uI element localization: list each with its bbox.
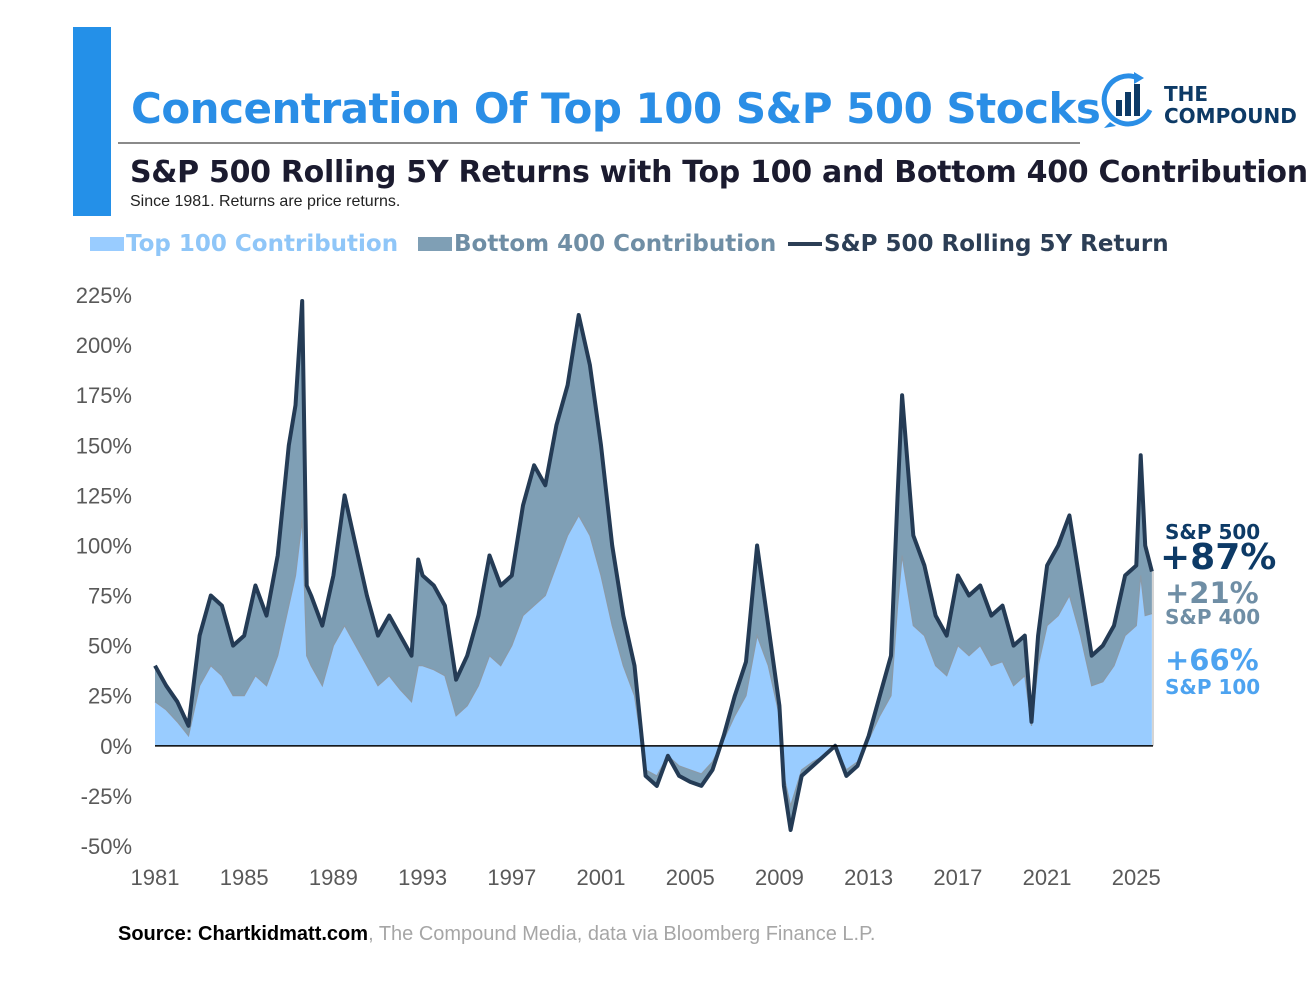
x-tick-label: 2009	[755, 865, 804, 890]
y-tick-label: -50%	[81, 834, 132, 859]
legend-item-bottom400: Bottom 400 Contribution	[418, 231, 776, 257]
title-divider	[118, 142, 1080, 144]
y-tick-label: 200%	[76, 333, 132, 358]
legend-label-top100: Top 100 Contribution	[126, 231, 399, 257]
x-tick-label: 1981	[131, 865, 180, 890]
end-label-sp400-value: +21%	[1165, 576, 1259, 610]
x-tick-label: 2013	[844, 865, 893, 890]
end-label-sp100-name: S&P 100	[1165, 675, 1261, 699]
y-tick-label: -25%	[81, 784, 132, 809]
y-tick-label: 75%	[88, 584, 132, 609]
x-tick-label: 1985	[220, 865, 269, 890]
y-tick-label: 0%	[100, 734, 132, 759]
x-tick-label: 1993	[398, 865, 447, 890]
legend-item-top100: Top 100 Contribution	[90, 231, 398, 257]
legend-label-sp500: S&P 500 Rolling 5Y Return	[824, 231, 1169, 257]
area-top100	[155, 515, 1152, 806]
end-label-sp500-value: +87%	[1160, 537, 1277, 578]
y-tick-label: 100%	[76, 533, 132, 558]
logo-icon	[1101, 72, 1153, 128]
area-bottom400	[155, 301, 1152, 830]
logo-text-compound: COMPOUND	[1164, 104, 1297, 128]
y-tick-label: 175%	[76, 383, 132, 408]
x-tick-label: 2001	[577, 865, 626, 890]
x-tick-label: 2021	[1023, 865, 1072, 890]
legend-swatch-bottom400	[418, 237, 452, 251]
end-label-sp100-value: +66%	[1165, 643, 1259, 677]
chart-subtitle: S&P 500 Rolling 5Y Returns with Top 100 …	[130, 155, 1308, 190]
source-note: Source: Chartkidmatt.com, The Compound M…	[118, 923, 875, 946]
x-tick-label: 1997	[487, 865, 536, 890]
y-tick-label: 50%	[88, 634, 132, 659]
x-tick-label: 2017	[933, 865, 982, 890]
legend-swatch-top100	[90, 237, 124, 251]
legend-label-bottom400: Bottom 400 Contribution	[454, 231, 777, 257]
y-tick-label: 25%	[88, 684, 132, 709]
x-tick-label: 2025	[1112, 865, 1161, 890]
the-compound-logo: THE COMPOUND	[1098, 70, 1297, 132]
source-bold: Source: Chartkidmatt.com	[118, 923, 369, 945]
y-tick-label: 125%	[76, 483, 132, 508]
accent-bar	[73, 27, 111, 216]
line-sp500	[153, 299, 1154, 832]
logo-text-the: THE	[1164, 82, 1209, 106]
y-tick-label: 150%	[76, 433, 132, 458]
end-label-sp400-name: S&P 400	[1165, 605, 1261, 629]
source-rest: , The Compound Media, data via Bloomberg…	[368, 923, 876, 945]
x-tick-label: 1989	[309, 865, 358, 890]
x-tick-label: 2005	[666, 865, 715, 890]
legend-line-sp500	[788, 242, 822, 246]
page-title: Concentration Of Top 100 S&P 500 Stocks	[131, 84, 1101, 133]
y-tick-label: 225%	[76, 283, 132, 308]
end-label-sp500-name: S&P 500	[1165, 520, 1261, 544]
chart-note: Since 1981. Returns are price returns.	[130, 193, 401, 210]
legend-item-sp500: S&P 500 Rolling 5Y Return	[788, 231, 1169, 257]
